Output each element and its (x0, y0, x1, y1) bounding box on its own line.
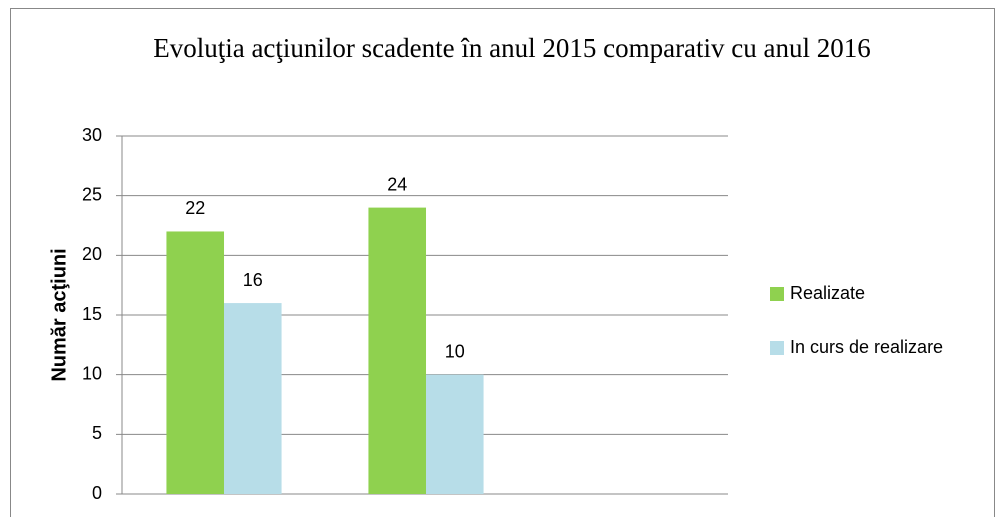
y-tick-label: 20 (82, 244, 102, 264)
chart-frame (10, 8, 995, 517)
bar (166, 231, 225, 494)
y-tick-label: 25 (82, 184, 102, 204)
bar (368, 207, 427, 494)
y-tick-label: 30 (82, 125, 102, 145)
y-axis-label: Număr acţiuni (48, 248, 70, 381)
data-label: 16 (243, 270, 263, 290)
y-tick-label: 0 (92, 483, 102, 503)
bar (426, 374, 484, 494)
data-label: 24 (387, 174, 407, 194)
data-label: 22 (185, 198, 205, 218)
legend-label: In curs de realizare (790, 337, 943, 357)
legend-swatch (770, 341, 784, 355)
bar (224, 303, 282, 494)
y-tick-label: 5 (92, 423, 102, 443)
legend-swatch (770, 287, 784, 301)
data-label: 10 (445, 341, 465, 361)
chart-title: Evoluţia acţiunilor scadente în anul 201… (153, 33, 871, 63)
legend-label: Realizate (790, 283, 865, 303)
y-tick-label: 15 (82, 304, 102, 324)
y-tick-label: 10 (82, 363, 102, 383)
